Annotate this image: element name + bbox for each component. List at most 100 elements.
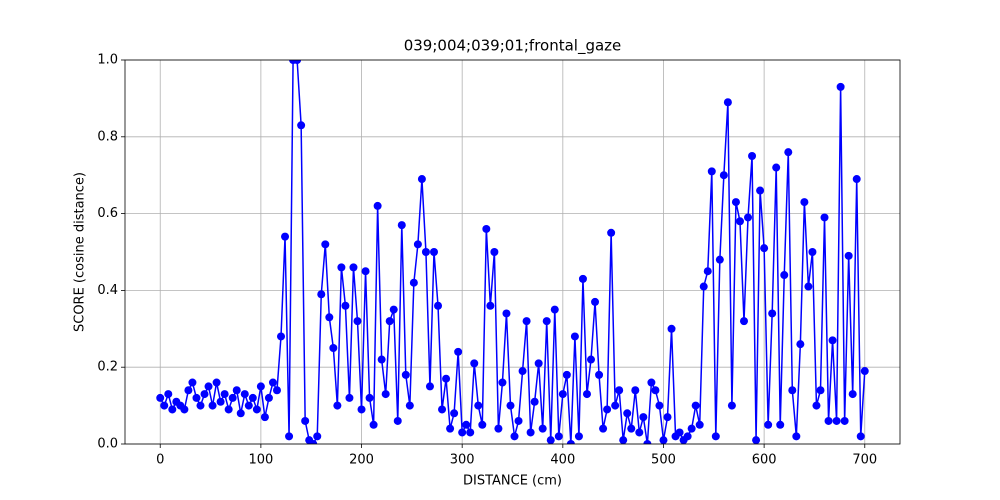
- point: [752, 436, 761, 444]
- point: [252, 405, 261, 414]
- point: [744, 213, 753, 222]
- point: [216, 397, 225, 406]
- point: [518, 367, 527, 376]
- point: [180, 405, 189, 414]
- point: [591, 297, 600, 306]
- point: [373, 201, 382, 210]
- point: [361, 267, 370, 276]
- point: [285, 432, 294, 441]
- point: [478, 420, 487, 429]
- point: [562, 370, 571, 379]
- point: [385, 317, 394, 326]
- point: [184, 386, 193, 395]
- point: [611, 401, 620, 410]
- point: [341, 301, 350, 310]
- point: [796, 340, 805, 349]
- point: [772, 163, 781, 172]
- point: [466, 428, 475, 437]
- point: [530, 397, 539, 406]
- point: [333, 401, 342, 410]
- point: [820, 213, 829, 222]
- x-tick-label: 100: [248, 453, 273, 468]
- y-tick-label: 0.6: [97, 206, 118, 221]
- y-tick-label: 0.0: [97, 437, 118, 452]
- point: [687, 424, 696, 433]
- point: [828, 336, 837, 345]
- point: [506, 401, 515, 410]
- point: [788, 386, 797, 395]
- point: [421, 248, 430, 256]
- point: [643, 440, 652, 444]
- point: [631, 386, 640, 395]
- point: [723, 98, 732, 107]
- x-tick-label: 400: [550, 453, 575, 468]
- point: [731, 198, 740, 207]
- point: [607, 228, 616, 237]
- point: [844, 251, 853, 260]
- chart-title: 039;004;039;01;frontal_gaze: [404, 37, 622, 56]
- point: [462, 420, 471, 429]
- point: [558, 390, 567, 399]
- series-line: [159, 60, 866, 444]
- point: [337, 263, 346, 272]
- point: [639, 413, 648, 422]
- point: [220, 390, 229, 399]
- point: [413, 240, 422, 249]
- point: [816, 386, 825, 395]
- point: [526, 428, 535, 437]
- point: [490, 248, 499, 256]
- point: [353, 317, 362, 326]
- point: [357, 405, 366, 414]
- point: [627, 424, 636, 433]
- point: [232, 386, 241, 395]
- point: [852, 175, 861, 184]
- point: [417, 175, 426, 184]
- point: [240, 390, 249, 399]
- point: [804, 282, 813, 291]
- point: [739, 317, 748, 326]
- point: [655, 401, 664, 410]
- point: [297, 121, 306, 130]
- point: [695, 420, 704, 429]
- point: [397, 221, 406, 230]
- point: [856, 432, 865, 441]
- point: [792, 432, 801, 441]
- point: [264, 393, 273, 402]
- point: [164, 390, 173, 399]
- point: [776, 420, 785, 429]
- point: [474, 401, 483, 410]
- point: [784, 148, 793, 157]
- point: [204, 382, 213, 391]
- point: [446, 424, 455, 433]
- point: [345, 393, 354, 402]
- x-tick-label: 600: [752, 453, 777, 468]
- point: [236, 409, 245, 418]
- point: [615, 386, 624, 395]
- point: [768, 309, 777, 318]
- point: [160, 401, 169, 410]
- y-tick-label: 1.0: [97, 53, 118, 68]
- point: [836, 82, 845, 91]
- point: [667, 324, 676, 333]
- point: [381, 390, 390, 399]
- point: [635, 428, 644, 437]
- point: [377, 355, 386, 364]
- point: [683, 432, 692, 441]
- point: [188, 378, 197, 387]
- point: [502, 309, 511, 318]
- point: [192, 393, 201, 402]
- point: [349, 263, 358, 272]
- point: [711, 432, 720, 441]
- point: [832, 416, 841, 425]
- point: [256, 382, 265, 391]
- point: [434, 301, 443, 310]
- point: [675, 428, 684, 437]
- point: [260, 413, 269, 422]
- point: [470, 359, 479, 368]
- point: [603, 405, 612, 414]
- point: [619, 436, 628, 444]
- point: [595, 370, 604, 379]
- point: [550, 305, 559, 314]
- point: [405, 401, 414, 410]
- point: [438, 405, 447, 414]
